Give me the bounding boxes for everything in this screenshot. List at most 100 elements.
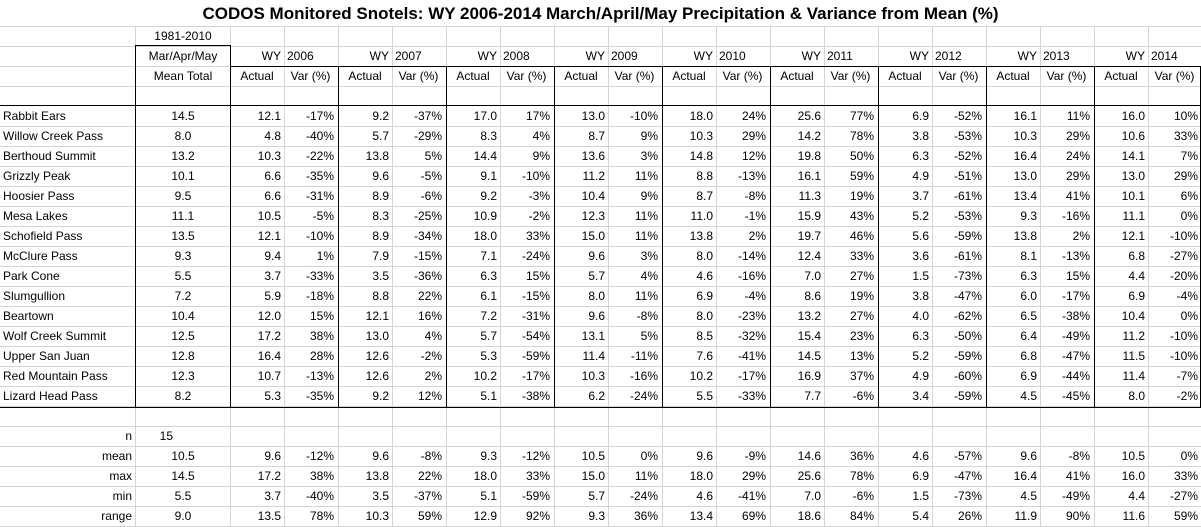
- actual-value[interactable]: 8.5: [696, 329, 713, 343]
- actual-value[interactable]: 3.8: [912, 289, 929, 303]
- stat-variance[interactable]: 78%: [309, 509, 334, 523]
- year-label[interactable]: 2008: [503, 49, 530, 63]
- variance-value[interactable]: 28%: [309, 349, 334, 363]
- actual-value[interactable]: 6.9: [912, 109, 929, 123]
- wy-label[interactable]: WY: [369, 49, 389, 63]
- stat-variance[interactable]: 22%: [417, 469, 442, 483]
- mean-header-line1[interactable]: 1981-2010: [154, 29, 212, 43]
- wy-label[interactable]: WY: [801, 49, 821, 63]
- stat-actual[interactable]: 5.4: [912, 509, 929, 523]
- actual-value[interactable]: 8.6: [804, 289, 821, 303]
- variance-value[interactable]: 12%: [417, 389, 442, 403]
- actual-value[interactable]: 8.9: [372, 229, 389, 243]
- actual-value[interactable]: 6.3: [912, 149, 929, 163]
- variance-value[interactable]: -61%: [953, 249, 982, 263]
- variance-value[interactable]: 17%: [525, 109, 550, 123]
- mean-total[interactable]: 9.3: [174, 249, 192, 263]
- site-name[interactable]: Rabbit Ears: [3, 109, 66, 123]
- stat-label[interactable]: range: [101, 509, 132, 523]
- stat-variance[interactable]: 36%: [849, 449, 874, 463]
- n-value[interactable]: 15: [159, 429, 173, 443]
- wy-label[interactable]: WY: [1017, 49, 1037, 63]
- stat-variance[interactable]: -8%: [1068, 449, 1090, 463]
- actual-value[interactable]: 9.6: [588, 309, 605, 323]
- mean-total[interactable]: 7.2: [174, 289, 192, 303]
- actual-value[interactable]: 5.2: [912, 349, 929, 363]
- variance-value[interactable]: -10%: [305, 229, 334, 243]
- variance-value[interactable]: 38%: [309, 329, 334, 343]
- variance-value[interactable]: -32%: [737, 329, 766, 343]
- variance-value[interactable]: -33%: [737, 389, 766, 403]
- actual-value[interactable]: 18.0: [473, 229, 497, 243]
- site-name[interactable]: Grizzly Peak: [3, 169, 71, 183]
- wy-label[interactable]: WY: [1125, 49, 1145, 63]
- stat-actual[interactable]: 13.4: [689, 509, 713, 523]
- variance-value[interactable]: 4%: [424, 329, 442, 343]
- variance-value[interactable]: -20%: [1169, 269, 1198, 283]
- mean-total[interactable]: 10.4: [171, 309, 195, 323]
- stat-variance[interactable]: 26%: [957, 509, 982, 523]
- actual-value[interactable]: 10.4: [1121, 309, 1145, 323]
- stat-actual[interactable]: 4.6: [912, 449, 929, 463]
- actual-value[interactable]: 9.2: [372, 389, 389, 403]
- variance-value[interactable]: 27%: [849, 269, 874, 283]
- stat-variance[interactable]: -8%: [420, 449, 442, 463]
- site-name[interactable]: Mesa Lakes: [3, 209, 68, 223]
- actual-value[interactable]: 7.0: [804, 269, 821, 283]
- stat-variance[interactable]: 78%: [849, 469, 874, 483]
- variance-value[interactable]: 29%: [741, 129, 766, 143]
- actual-value[interactable]: 5.7: [588, 269, 605, 283]
- actual-value[interactable]: 4.0: [912, 309, 929, 323]
- variance-value[interactable]: -10%: [1169, 229, 1198, 243]
- stat-variance[interactable]: 92%: [525, 509, 550, 523]
- mean-total[interactable]: 8.2: [174, 389, 192, 403]
- variance-value[interactable]: -35%: [305, 389, 334, 403]
- actual-value[interactable]: 7.2: [480, 309, 497, 323]
- variance-value[interactable]: 7%: [1180, 149, 1198, 163]
- actual-value[interactable]: 10.3: [1013, 129, 1037, 143]
- site-name[interactable]: Lizard Head Pass: [3, 389, 98, 403]
- stat-variance[interactable]: 84%: [849, 509, 874, 523]
- actual-value[interactable]: 13.8: [365, 149, 389, 163]
- actual-value[interactable]: 13.6: [581, 149, 605, 163]
- actual-value[interactable]: 8.7: [588, 129, 605, 143]
- variance-value[interactable]: -6%: [420, 189, 442, 203]
- year-label[interactable]: 2007: [395, 49, 422, 63]
- variance-value[interactable]: 11%: [634, 169, 658, 183]
- actual-value[interactable]: 6.6: [264, 169, 281, 183]
- variance-value[interactable]: 11%: [634, 209, 658, 223]
- stat-variance[interactable]: 33%: [1173, 469, 1198, 483]
- variance-value[interactable]: -25%: [413, 209, 442, 223]
- stat-variance[interactable]: -12%: [305, 449, 334, 463]
- variance-value[interactable]: -4%: [1176, 289, 1198, 303]
- stat-variance[interactable]: -27%: [1169, 489, 1198, 503]
- variance-value[interactable]: -41%: [737, 349, 766, 363]
- variance-value[interactable]: 15%: [309, 309, 334, 323]
- variance-value[interactable]: 43%: [849, 209, 874, 223]
- stat-actual[interactable]: 18.0: [473, 469, 497, 483]
- site-name[interactable]: Red Mountain Pass: [3, 369, 108, 383]
- year-label[interactable]: 2013: [1043, 49, 1070, 63]
- actual-value[interactable]: 3.8: [912, 129, 929, 143]
- actual-value[interactable]: 7.6: [696, 349, 713, 363]
- actual-value[interactable]: 7.7: [804, 389, 821, 403]
- stat-actual[interactable]: 9.6: [264, 449, 281, 463]
- stat-actual[interactable]: 16.0: [1121, 469, 1145, 483]
- actual-header[interactable]: Actual: [780, 69, 814, 83]
- variance-value[interactable]: -2%: [420, 349, 442, 363]
- year-label[interactable]: 2012: [935, 49, 962, 63]
- variance-value[interactable]: 12%: [741, 149, 766, 163]
- stat-variance[interactable]: -12%: [521, 449, 550, 463]
- variance-value[interactable]: -7%: [1176, 369, 1198, 383]
- stat-variance[interactable]: 90%: [1065, 509, 1090, 523]
- variance-value[interactable]: -2%: [1176, 389, 1198, 403]
- variance-value[interactable]: 33%: [849, 249, 874, 263]
- stat-actual[interactable]: 9.3: [480, 449, 497, 463]
- actual-value[interactable]: 9.4: [264, 249, 281, 263]
- variance-value[interactable]: 4%: [532, 129, 550, 143]
- actual-value[interactable]: 7.1: [480, 249, 497, 263]
- actual-value[interactable]: 6.8: [1128, 249, 1145, 263]
- stat-variance[interactable]: -6%: [852, 489, 874, 503]
- stat-actual[interactable]: 3.5: [372, 489, 389, 503]
- variance-value[interactable]: -14%: [737, 249, 766, 263]
